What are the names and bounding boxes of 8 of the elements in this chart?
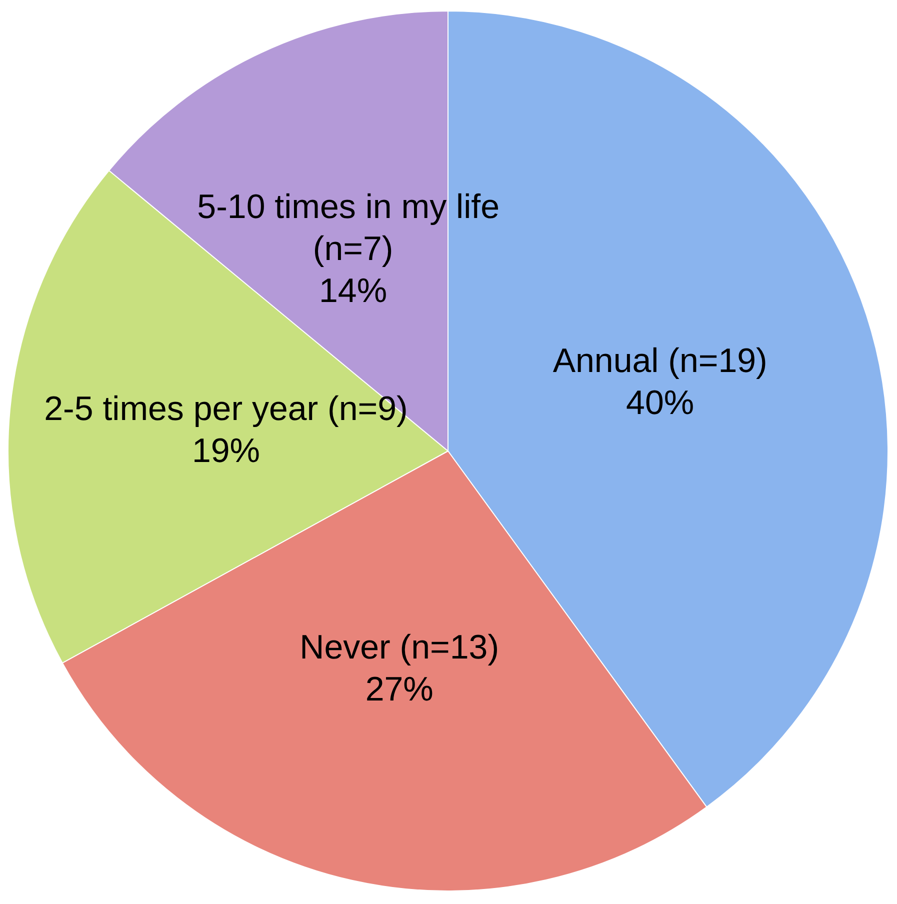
slice-label: 2-5 times per year (n=9) [44, 390, 408, 428]
slice-label: Annual (n=19) [552, 342, 768, 380]
slice-label: 5-10 times in my life (n=7) [197, 188, 509, 268]
slice-label: Never (n=13) [300, 628, 500, 667]
data-label: 40% [626, 384, 694, 422]
data-label: 19% [192, 432, 260, 470]
data-label: 27% [365, 670, 434, 709]
data-label: 14% [319, 272, 388, 310]
